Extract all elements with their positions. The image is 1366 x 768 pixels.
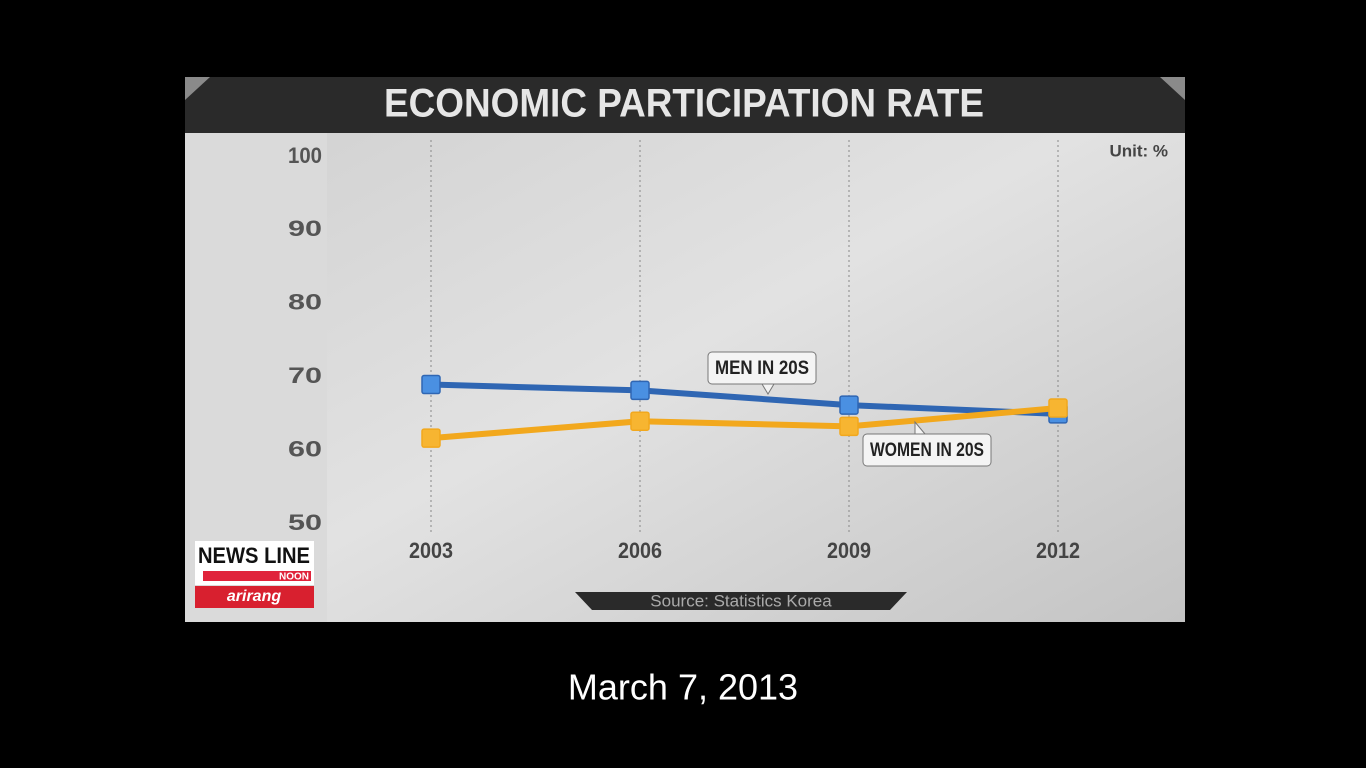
point-marker [421, 374, 441, 395]
y-tick-label: 70 [288, 363, 322, 388]
logo: NEWS LINE NOON arirang [195, 541, 314, 608]
logo-name: NEWS LINE [198, 543, 310, 568]
y-tick-label: 100 [288, 143, 322, 168]
point-marker [421, 428, 441, 448]
y-tick-label: 60 [288, 436, 322, 461]
logo-stripe [203, 571, 311, 581]
series-line [430, 405, 1059, 442]
y-tick-label: 90 [288, 216, 322, 241]
source-bar [575, 592, 907, 610]
caption: March 7, 2013 [568, 667, 798, 708]
point-marker [839, 395, 859, 415]
x-tick-label: 2003 [409, 538, 453, 563]
callout-tail [914, 420, 926, 435]
callout-tail [761, 383, 775, 395]
point-marker [630, 380, 650, 401]
unit-label: Unit: % [1109, 141, 1168, 160]
point-marker [630, 411, 650, 431]
legend-label: MEN IN 20S [715, 358, 809, 379]
legend-label: WOMEN IN 20S [870, 440, 984, 461]
logo-brand: arirang [227, 588, 281, 605]
x-tick-label: 2012 [1036, 538, 1080, 563]
axis-panel [185, 133, 327, 622]
logo-brand-box [195, 586, 314, 608]
callout-box [707, 351, 817, 385]
chart-title: ECONOMIC PARTICIPATION RATE [384, 82, 984, 126]
source-label: Source: Statistics Korea [650, 591, 832, 610]
point-marker [839, 416, 859, 437]
title-bar [185, 77, 1185, 133]
plot: 50 60 70 80 90 100 2003 2006 2009 2012 MEN IN 20S W… [288, 140, 1080, 563]
series-line [430, 381, 1059, 417]
x-tick-label: 2009 [827, 538, 871, 563]
callout-box [862, 433, 992, 467]
point-marker [1048, 398, 1068, 418]
y-tick-label: 80 [288, 290, 322, 315]
chart-panel [185, 77, 1185, 622]
y-tick-label: 50 [288, 510, 322, 535]
logo-sub: NOON [279, 572, 309, 583]
x-tick-label: 2006 [618, 538, 662, 563]
